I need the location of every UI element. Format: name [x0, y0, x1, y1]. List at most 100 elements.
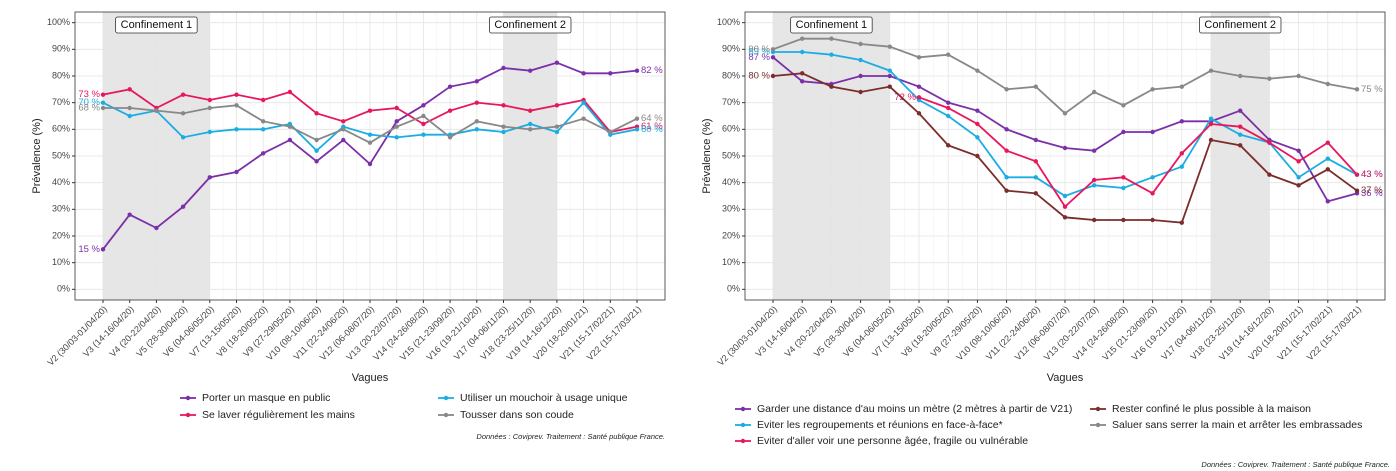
data-point — [1004, 87, 1009, 92]
data-point — [608, 129, 613, 135]
data-point — [1354, 188, 1360, 193]
data-point — [1325, 140, 1331, 145]
y-tick-label: 20% — [722, 230, 740, 240]
data-point — [127, 113, 132, 119]
data-point — [1267, 172, 1272, 177]
data-point — [634, 68, 640, 73]
data-point — [1121, 175, 1126, 180]
data-label: 37 % — [1361, 185, 1383, 196]
data-label: 64 % — [641, 113, 663, 124]
legend-swatch-point — [443, 412, 449, 418]
y-tick-label: 90% — [52, 44, 70, 54]
data-point — [314, 159, 319, 164]
x-axis-title: Vagues — [352, 372, 389, 384]
data-point — [1296, 148, 1301, 153]
data-point — [975, 108, 980, 113]
data-point — [1296, 183, 1301, 188]
data-label: 36 % — [1361, 188, 1383, 199]
y-tick-label: 70% — [722, 97, 740, 107]
y-tick-label: 40% — [52, 177, 70, 187]
source-note: Données : Coviprev. Traitement : Santé p… — [476, 432, 665, 441]
data-point — [261, 151, 266, 156]
x-tick-label: V3 (14-16/04/20) — [753, 304, 808, 359]
legend-swatch-point — [1095, 406, 1101, 412]
data-label: 73 % — [78, 89, 100, 100]
legend-label: Garder une distance d'au moins un mètre … — [757, 403, 1072, 415]
data-point — [234, 169, 239, 175]
data-point — [554, 60, 560, 65]
data-point — [127, 105, 132, 111]
legend-swatch-point — [185, 395, 191, 401]
y-tick-label: 30% — [52, 204, 70, 214]
data-point — [800, 79, 805, 84]
lockdown-shade — [103, 12, 210, 300]
lockdown-label: Confinement 1 — [796, 19, 868, 31]
x-tick-label: V22 (15-17/03/21) — [1305, 304, 1363, 362]
data-point — [1150, 175, 1155, 180]
data-point — [975, 68, 980, 73]
legend-label: Eviter d'aller voir une personne âgée, f… — [757, 435, 1028, 447]
data-point — [447, 84, 453, 89]
legend-swatch-point — [740, 406, 746, 412]
data-point — [127, 212, 132, 217]
lockdown-label: Confinement 2 — [1204, 19, 1276, 31]
data-point — [829, 52, 834, 57]
x-tick-label: V8 (18-20/05/20) — [899, 304, 954, 359]
data-point — [634, 127, 640, 132]
x-tick-label: V7 (13-15/05/20) — [870, 304, 925, 359]
data-point — [1208, 116, 1214, 121]
data-point — [100, 247, 106, 252]
data-point — [394, 124, 399, 129]
data-point — [581, 100, 586, 105]
data-point — [367, 140, 373, 145]
data-point — [528, 108, 533, 113]
data-point — [916, 55, 922, 60]
data-point — [1062, 193, 1068, 199]
data-point — [1033, 137, 1039, 143]
data-point — [528, 127, 533, 132]
data-point — [1179, 220, 1185, 225]
lockdown-label-box — [1199, 16, 1282, 34]
data-point — [1238, 124, 1243, 129]
data-point — [314, 111, 319, 116]
data-point — [447, 135, 453, 140]
data-point — [528, 121, 533, 127]
y-tick-label: 100% — [717, 17, 740, 27]
data-point — [1033, 191, 1039, 196]
y-tick-label: 70% — [52, 97, 70, 107]
data-point — [421, 113, 426, 119]
data-point — [1179, 164, 1185, 169]
x-tick-label: V10 (08-10/06/20) — [954, 304, 1012, 362]
data-label: 75 % — [1361, 84, 1383, 95]
data-point — [770, 55, 776, 60]
data-point — [554, 124, 560, 129]
data-point — [800, 71, 805, 76]
data-point — [474, 79, 479, 84]
data-point — [474, 119, 479, 124]
data-point — [127, 87, 132, 92]
legend-label: Eviter les regroupements et réunions en … — [757, 419, 1003, 431]
data-point — [858, 73, 863, 79]
data-point — [1092, 183, 1097, 188]
lockdown-shade — [773, 12, 890, 300]
source-note: Données : Coviprev. Traitement : Santé p… — [1201, 460, 1390, 469]
data-point — [887, 73, 892, 79]
data-point — [1208, 121, 1214, 127]
y-axis-title: Prévalence (%) — [701, 118, 713, 193]
x-tick-label: V12 (06-08/07/20) — [1013, 304, 1071, 362]
data-point — [1354, 172, 1360, 177]
y-tick-label: 100% — [47, 17, 70, 27]
data-label: 43 % — [1361, 169, 1383, 180]
legend-label: Tousser dans son coude — [460, 409, 574, 421]
data-point — [581, 116, 586, 121]
data-point — [341, 127, 346, 132]
data-point — [180, 204, 186, 209]
data-point — [100, 105, 106, 111]
data-point — [1062, 204, 1068, 209]
data-point — [1033, 84, 1039, 89]
data-point — [1004, 188, 1009, 193]
data-point — [554, 103, 560, 108]
y-tick-label: 60% — [52, 124, 70, 134]
data-point — [858, 57, 863, 63]
legend-swatch-point — [740, 438, 746, 444]
